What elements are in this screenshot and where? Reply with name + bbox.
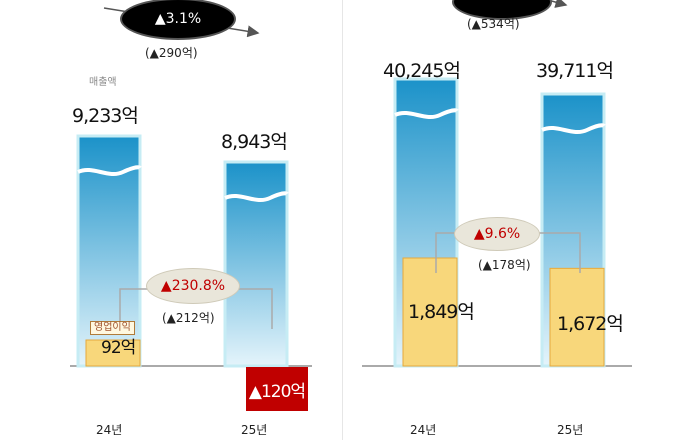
left-revenue-change-amount: (▲290억)	[145, 46, 198, 60]
left-profit-label-25: ▲120억	[248, 381, 306, 402]
right-profit-change-oval: ▲9.6%	[454, 217, 540, 251]
right-revenue-change-amount: (▲534억)	[467, 17, 520, 31]
left-revenue-label-24: 9,233억	[72, 105, 139, 127]
right-x-tick-25: 25년	[557, 423, 584, 437]
left-revenue-change-oval: ▲3.1%	[120, 0, 236, 40]
axis-break-wave	[541, 123, 606, 134]
revenue-bar	[223, 160, 289, 368]
left-profit-tag: 영업이익	[90, 321, 135, 335]
axis-break-wave	[394, 108, 459, 119]
right-profit-label-24: 1,849억	[408, 301, 475, 323]
right-profit-label-25: 1,672억	[557, 313, 624, 335]
panel-divider	[342, 0, 343, 440]
right-profit-change-amount: (▲178억)	[478, 258, 531, 272]
left-revenue-label-25: 8,943억	[221, 131, 288, 153]
left-profit-negative-bar: ▲120억	[246, 367, 308, 411]
left-profit-change-amount: (▲212억)	[162, 311, 215, 325]
right-profit-change-label: ▲9.6%	[473, 226, 521, 242]
right-x-tick-24: 24년	[410, 423, 437, 437]
left-profit-label-24: 92억	[101, 338, 136, 358]
profit-bar	[549, 267, 605, 367]
right-revenue-label-24: 40,245억	[383, 60, 461, 82]
left-revenue-tag: 매출액	[89, 77, 117, 88]
left-profit-change-label: ▲230.8%	[160, 278, 226, 294]
left-revenue-change-label: ▲3.1%	[154, 11, 202, 27]
right-revenue-label-25: 39,711억	[536, 60, 614, 82]
axis-break-wave	[224, 191, 289, 202]
left-profit-change-oval: ▲230.8%	[146, 268, 240, 304]
axis-break-wave	[77, 165, 142, 176]
left-x-tick-24: 24년	[96, 423, 123, 437]
profit-bar	[402, 257, 458, 367]
left-x-tick-25: 25년	[241, 423, 268, 437]
profit-bar	[85, 339, 141, 367]
